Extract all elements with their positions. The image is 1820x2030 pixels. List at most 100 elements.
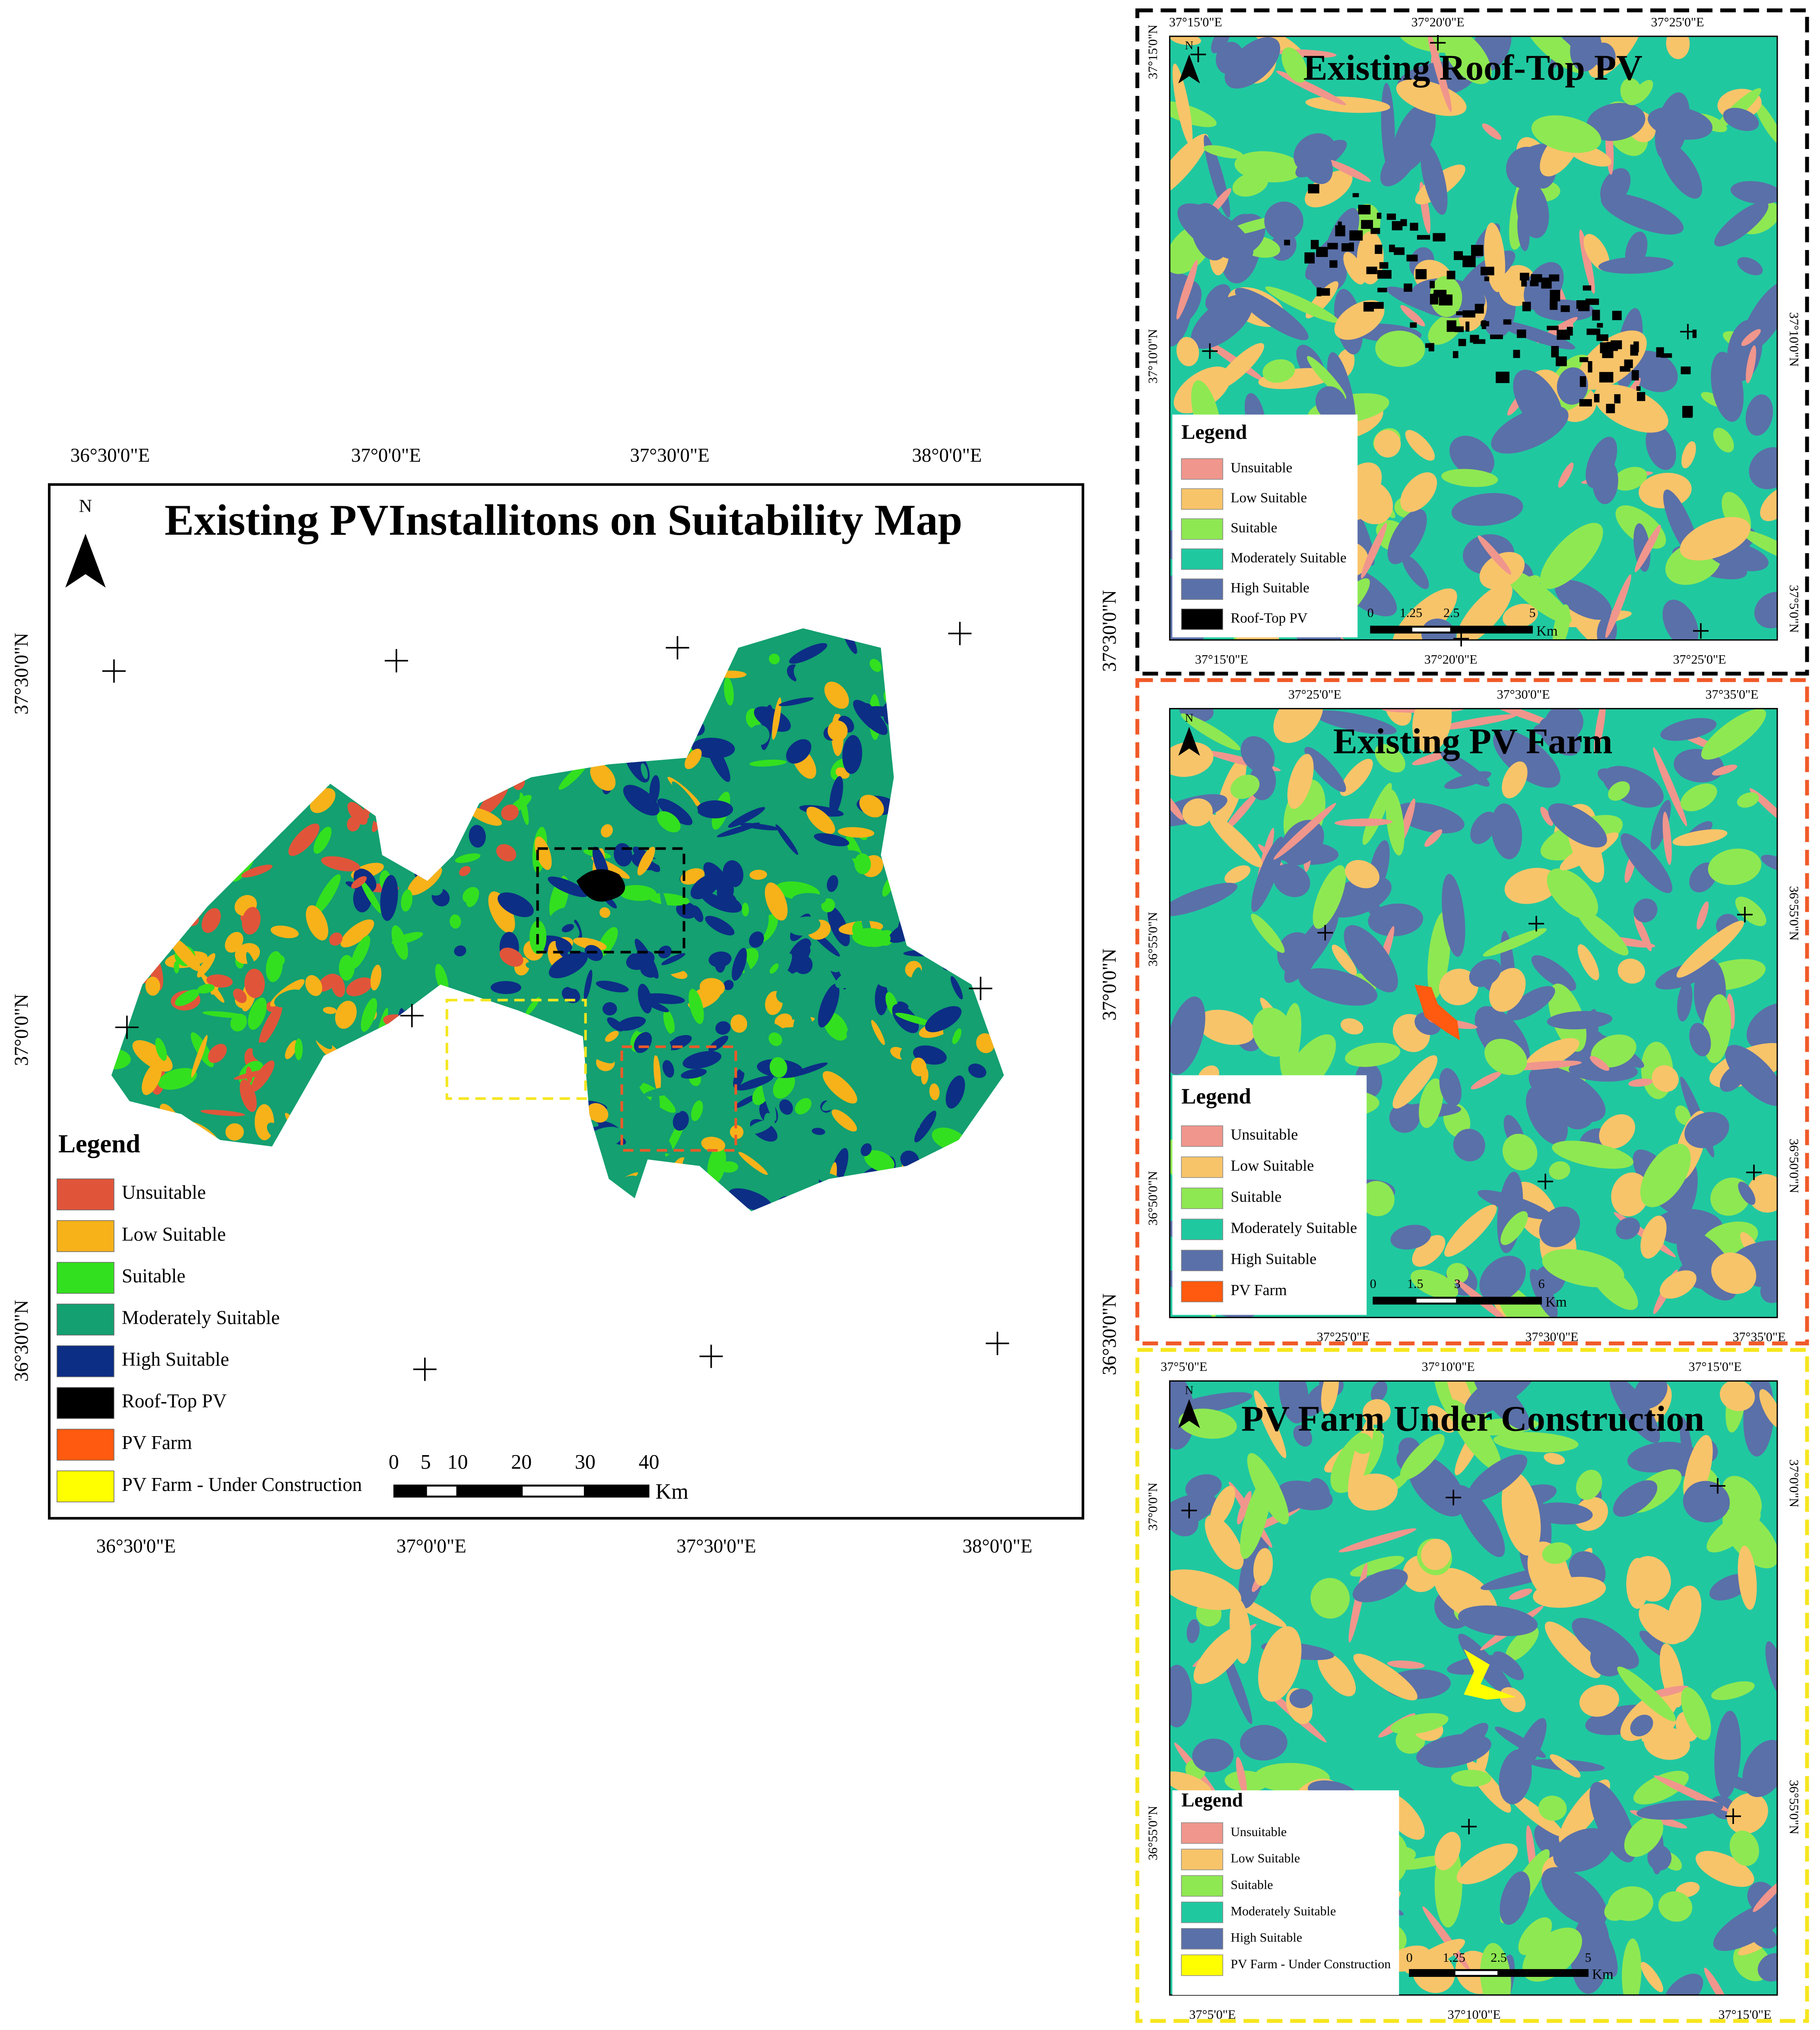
roof-top-pv (1321, 288, 1330, 296)
raster-patch (1713, 1901, 1778, 1951)
raster-patch (641, 1123, 673, 1154)
roof-top-pv (1586, 328, 1601, 335)
legend-title: Legend (1181, 421, 1247, 444)
north-label: N (1185, 39, 1194, 52)
lon-label: 37°30'0"E (676, 1535, 756, 1557)
raster-patch (859, 795, 884, 818)
lat-label: 36°30'0"N (10, 1300, 32, 1382)
raster-patch (945, 1075, 965, 1109)
raster-patch (1742, 1740, 1778, 1797)
raster-patch (1453, 1129, 1485, 1161)
raster-patch (1500, 1687, 1526, 1713)
lon-label: 36°30'0"E (96, 1535, 176, 1557)
raster-patch (837, 827, 875, 838)
raster-patch (1577, 909, 1629, 956)
raster-patch (314, 827, 332, 854)
roof-top-pv (1410, 222, 1418, 231)
roof-top-pv (1462, 255, 1476, 267)
raster-patch (1361, 523, 1387, 579)
raster-patch (1711, 1252, 1757, 1294)
raster-patch (789, 1063, 828, 1077)
roof-top-pv (1579, 399, 1592, 407)
lat-label: 37°0'0"N (1787, 1459, 1801, 1507)
raster-patch (828, 720, 848, 742)
raster-patch (1496, 320, 1576, 350)
raster-patch (1470, 812, 1497, 844)
raster-patch (1170, 996, 1205, 1075)
raster-patch (1400, 1434, 1445, 1480)
graticule-cross (1725, 1808, 1741, 1824)
roof-top-pv (1620, 366, 1631, 372)
raster-patch (351, 876, 367, 889)
raster-patch (1352, 1433, 1373, 1454)
raster-patch (649, 775, 660, 805)
legend-label: Low Suitable (1230, 1851, 1300, 1865)
raster-patch (1613, 466, 1647, 491)
raster-patch (732, 948, 747, 981)
raster-patch (274, 955, 285, 966)
raster-patch (1531, 955, 1576, 991)
raster-patch (573, 937, 607, 950)
roof-top-pv (1386, 213, 1396, 220)
raster-patch (1281, 47, 1307, 83)
raster-patch (233, 988, 247, 1003)
roof-top-pv (1363, 302, 1374, 312)
raster-patch (1696, 901, 1709, 930)
roof-top-pv (1473, 339, 1486, 344)
raster-patch (1362, 783, 1392, 845)
raster-patch (1386, 789, 1405, 856)
raster-patch (663, 1060, 674, 1078)
raster-patch (835, 970, 861, 989)
raster-patch (846, 1016, 878, 1038)
raster-patch (1549, 1161, 1570, 1180)
graticule-cross (102, 659, 126, 683)
roof-top-pv (1530, 280, 1539, 286)
legend-swatch (57, 1470, 114, 1503)
raster-patch (788, 917, 821, 936)
raster-patch (784, 628, 825, 641)
legend-label: Unsuitable (1230, 1825, 1287, 1839)
raster-patch (688, 989, 704, 1024)
raster-patch (1664, 1973, 1703, 1995)
raster-patch (672, 1111, 689, 1131)
raster-patch (897, 1001, 909, 1009)
raster-patch (585, 1051, 597, 1081)
legend-label: Unsuitable (1230, 1126, 1298, 1143)
raster-patch (1287, 754, 1314, 809)
raster-patch (853, 732, 891, 746)
raster-patch (208, 1044, 227, 1063)
roof-top-pv (1349, 242, 1354, 251)
lat-label: 36°30'0"N (1099, 1294, 1120, 1375)
raster-patch (793, 662, 813, 683)
roof-top-pv (1551, 346, 1559, 358)
roof-top-pv (1637, 392, 1646, 401)
roof-top-pv (1594, 394, 1600, 403)
legend-swatch (1181, 578, 1224, 600)
raster-patch (637, 847, 655, 875)
raster-patch (1358, 884, 1391, 934)
raster-patch (685, 749, 702, 769)
raster-patch (871, 1020, 885, 1045)
raster-patch (1738, 1545, 1757, 1610)
roof-top-pv (1308, 184, 1319, 193)
raster-patch (775, 824, 799, 855)
raster-patch (1714, 201, 1769, 247)
raster-patch (1628, 1078, 1653, 1087)
lat-label: 37°5'0"N (1787, 585, 1801, 633)
raster-patch (1741, 530, 1778, 563)
roof-top-pv (1503, 319, 1512, 325)
raster-patch (1681, 441, 1696, 469)
raster-patch (736, 1075, 774, 1091)
raster-patch (895, 1012, 934, 1026)
map-title: Existing PVInstallitons on Suitability M… (165, 496, 962, 545)
raster-patch (1502, 1472, 1541, 1556)
graticule-cross (1181, 1503, 1197, 1519)
raster-patch (657, 798, 693, 825)
raster-patch (1725, 1045, 1778, 1106)
raster-patch (1170, 742, 1214, 777)
legend-swatch (1181, 1156, 1224, 1178)
raster-patch (1405, 430, 1435, 461)
scale-tick-label: 5 (1585, 1951, 1592, 1965)
raster-patch (596, 980, 629, 993)
legend-label: Roof-Top PV (122, 1390, 227, 1412)
